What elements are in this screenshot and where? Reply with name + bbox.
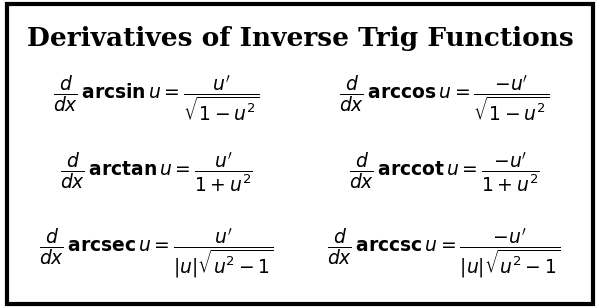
Text: $\dfrac{d}{dx}\,\mathbf{arcsec}\,u = \dfrac{u'}{|u|\sqrt{u^2-1}}$: $\dfrac{d}{dx}\,\mathbf{arcsec}\,u = \df… xyxy=(38,225,274,280)
FancyBboxPatch shape xyxy=(7,4,593,304)
Text: $\dfrac{d}{dx}\,\mathbf{arcsin}\,u = \dfrac{u'}{\sqrt{1-u^2}}$: $\dfrac{d}{dx}\,\mathbf{arcsin}\,u = \df… xyxy=(53,74,259,123)
Text: $\dfrac{d}{dx}\,\mathbf{arccot}\,u = \dfrac{-u'}{1+u^2}$: $\dfrac{d}{dx}\,\mathbf{arccot}\,u = \df… xyxy=(349,151,539,194)
Text: $\dfrac{d}{dx}\,\mathbf{arccos}\,u = \dfrac{-u'}{\sqrt{1-u^2}}$: $\dfrac{d}{dx}\,\mathbf{arccos}\,u = \df… xyxy=(338,74,550,123)
Text: $\dfrac{d}{dx}\,\mathbf{arccsc}\,u = \dfrac{-u'}{|u|\sqrt{u^2-1}}$: $\dfrac{d}{dx}\,\mathbf{arccsc}\,u = \df… xyxy=(328,225,560,280)
Text: $\dfrac{d}{dx}\,\mathbf{arctan}\,u = \dfrac{u'}{1+u^2}$: $\dfrac{d}{dx}\,\mathbf{arctan}\,u = \df… xyxy=(59,151,253,194)
Text: Derivatives of Inverse Trig Functions: Derivatives of Inverse Trig Functions xyxy=(26,26,574,51)
